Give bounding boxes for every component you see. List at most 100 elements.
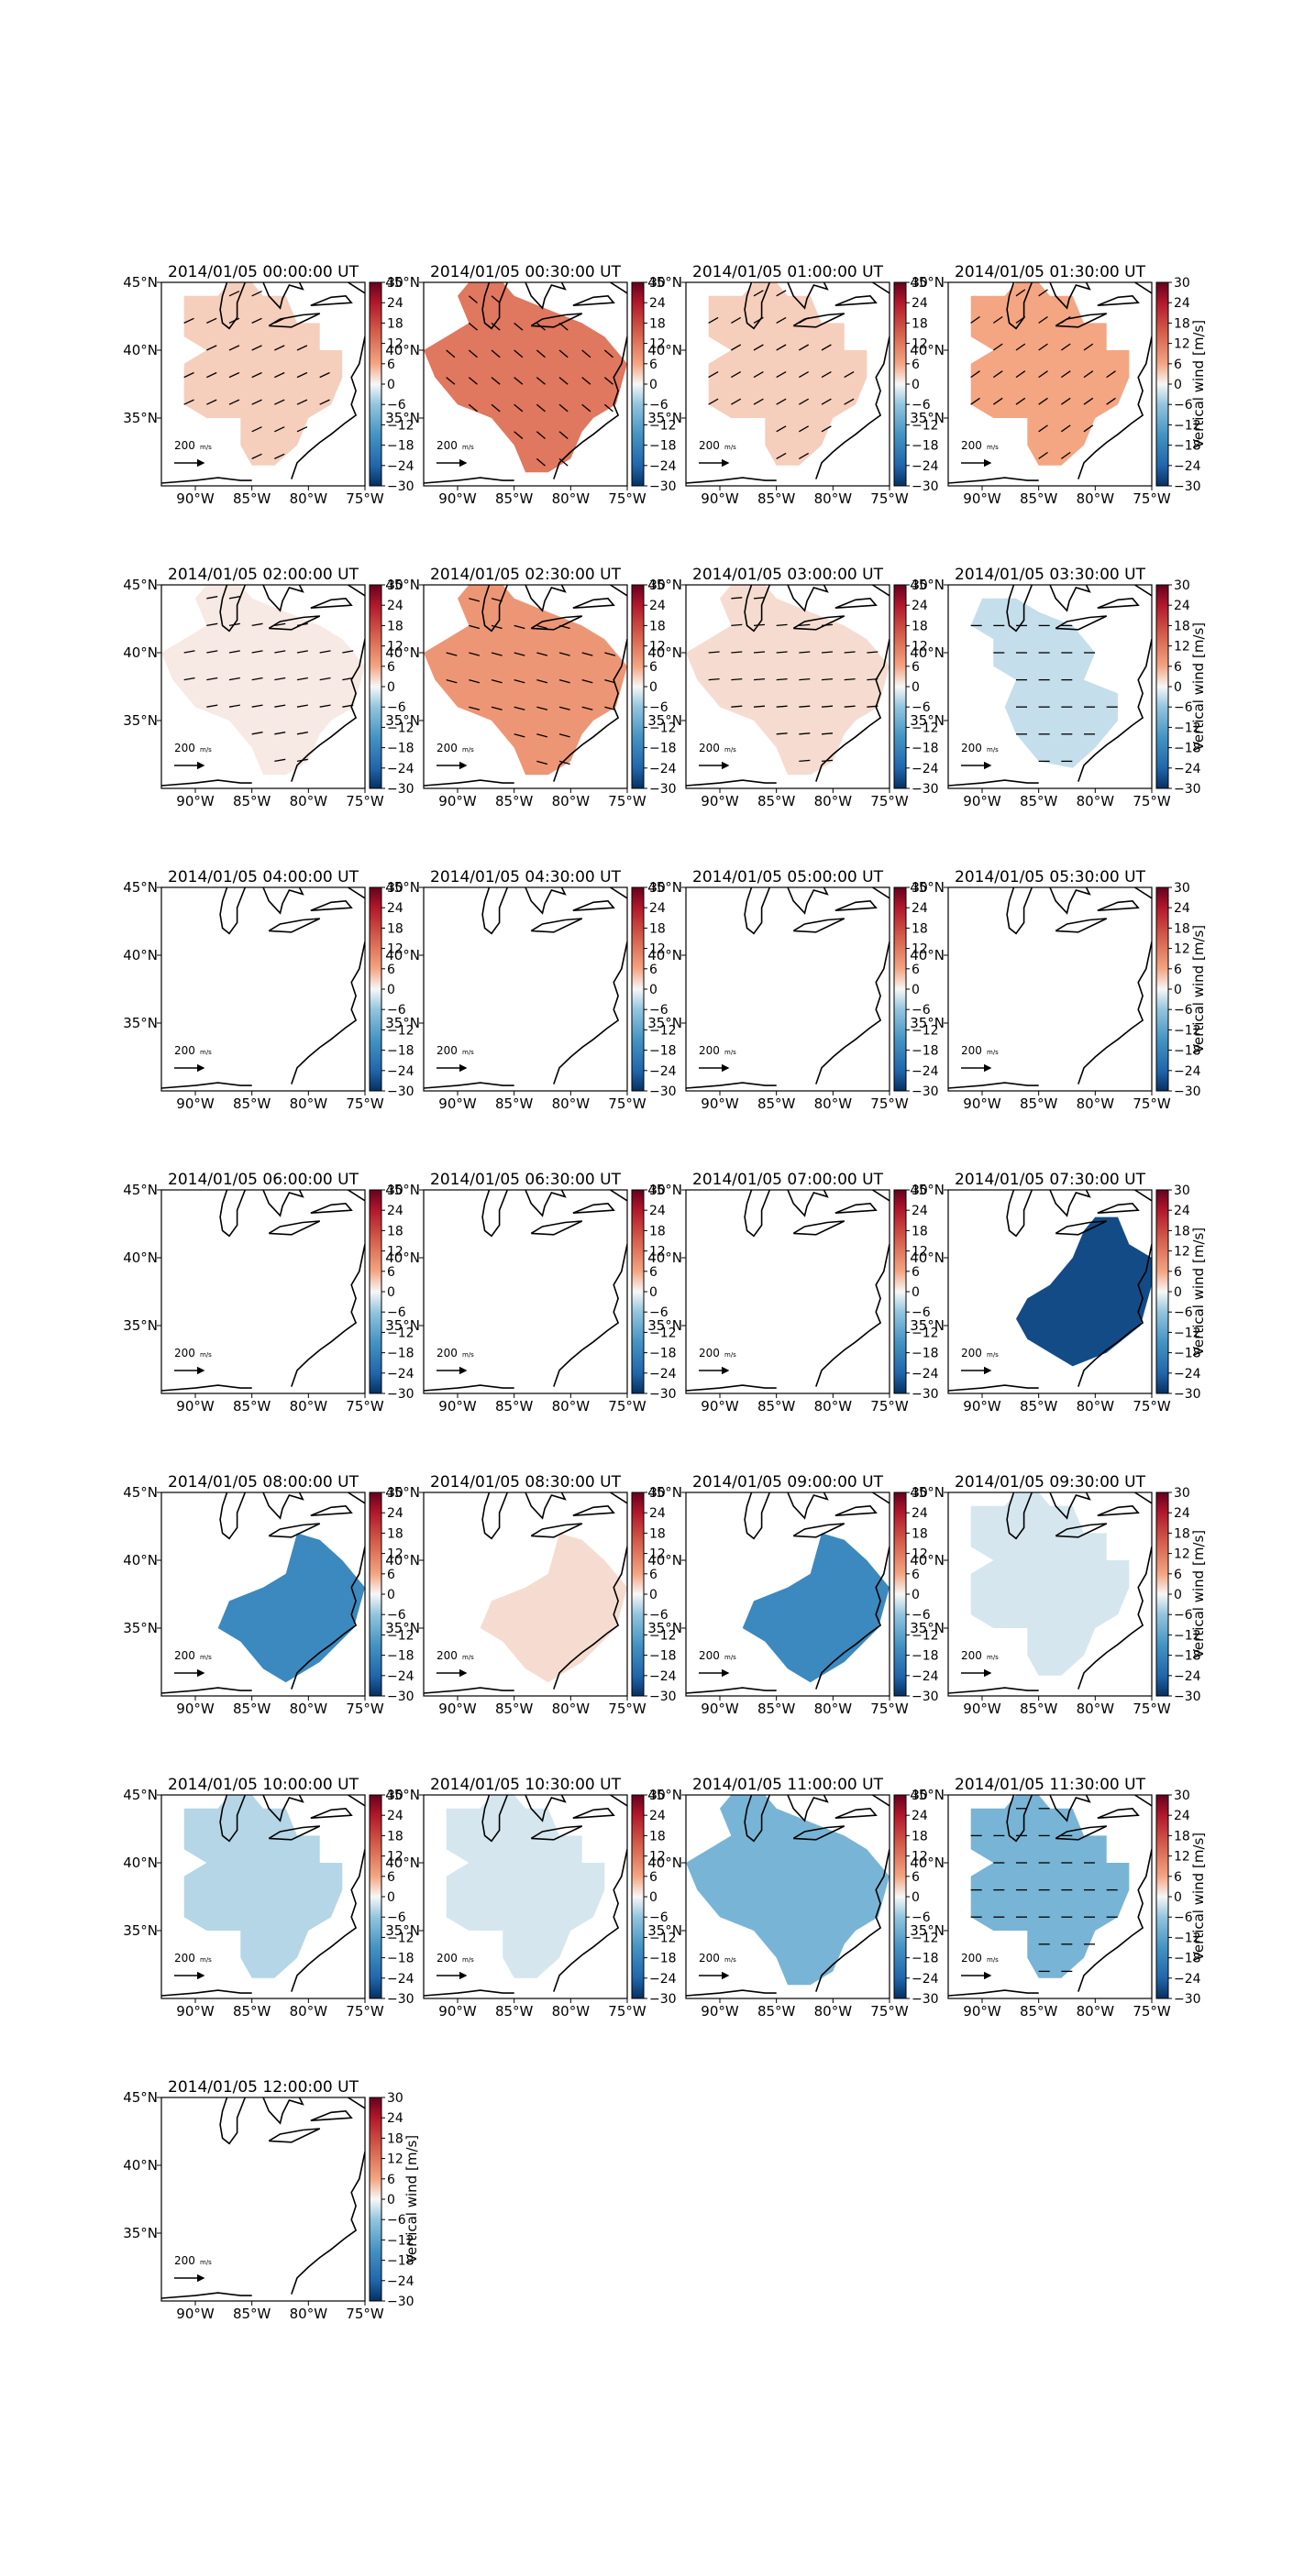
colorbar-tick-label: 0 [387, 1890, 395, 1905]
wind-vector [731, 677, 743, 681]
colorbar-label: Vertical wind [m/s] [1190, 320, 1207, 448]
reference-vector: 200 m/s [961, 742, 999, 770]
y-tick-label: 40°N [123, 947, 158, 963]
panel-title: 2014/01/05 12:00:00 UT [168, 2078, 359, 2097]
colorbar-label: Vertical wind [m/s] [1190, 925, 1207, 1053]
wind-field [446, 1795, 605, 1978]
colorbar-tick-label: −6 [387, 1910, 406, 1925]
coastline [310, 1807, 353, 1819]
wind-vector [342, 677, 354, 681]
colorbar-tick-label: 12 [387, 1547, 403, 1562]
reference-vector-unit: m/s [200, 2259, 212, 2266]
wind-vector [296, 371, 308, 379]
wind-vector [296, 732, 308, 735]
colorbar-tick-label: −12 [912, 1326, 939, 1340]
coastline [348, 585, 365, 597]
colorbar-tick-label: −24 [912, 1972, 939, 1987]
coastline [1049, 887, 1091, 915]
reference-vector-label: 200 [437, 1347, 458, 1360]
wind-vector [708, 677, 720, 681]
colorbar: 30 24 18 12 6 0 −6 −12 −18 −24 −30 [369, 578, 414, 797]
y-tick-label: 35°N [385, 1317, 420, 1334]
colorbar-tick-label: 30 [912, 1789, 928, 1803]
wind-vector [514, 377, 524, 385]
coastline [572, 1504, 615, 1516]
reference-vector-unit: m/s [200, 746, 212, 754]
wind-vector [1015, 289, 1026, 297]
colorbar-tick-label: −12 [912, 1628, 939, 1643]
coastline [744, 282, 771, 330]
colorbar-tick-label: −24 [387, 1064, 414, 1079]
wind-vector [296, 622, 308, 627]
y-tick-label: 40°N [647, 1249, 682, 1266]
axes-frame [160, 1794, 366, 1999]
x-tick-label: 80°W [290, 490, 328, 507]
map-panel: 2014/01/05 04:00:00 UT 200 m/s 90°W 85°W 80°W… [123, 868, 414, 1112]
coastline [161, 477, 252, 484]
wind-vector [1015, 343, 1026, 351]
axes-frame [947, 886, 1153, 1092]
wind-vector [319, 677, 331, 681]
coastline [572, 1807, 615, 1819]
y-tick-label: 35°N [910, 1922, 945, 1939]
colorbar-tick-label: −24 [649, 459, 677, 474]
coastline [1006, 585, 1033, 633]
coastline [744, 1492, 771, 1540]
colorbar-tick-label: 24 [649, 1204, 666, 1218]
wind-vector [753, 705, 766, 708]
wind-vector [799, 677, 811, 681]
colorbar-tick-label: 18 [912, 1224, 928, 1238]
wind-vector [491, 652, 503, 656]
wind-vector [821, 732, 834, 735]
wind-vector [992, 370, 1003, 379]
coastline [610, 1190, 627, 1202]
coastline [219, 1795, 247, 1843]
x-tick-label: 85°W [757, 1095, 796, 1112]
coastline [1078, 639, 1152, 782]
reference-vector-unit: m/s [200, 444, 212, 451]
coastline [219, 1492, 247, 1540]
coastline [348, 282, 365, 294]
wind-vector [1038, 370, 1048, 379]
coastline [310, 1504, 353, 1516]
colorbar-tick-label: −6 [912, 1910, 931, 1925]
reference-vector: 200 m/s [437, 742, 474, 770]
wind-vector [776, 651, 788, 654]
colorbar: 30 24 18 12 6 0 −6 −12 −18 −24 −30 [893, 1183, 939, 1402]
x-tick-label: 75°W [1133, 1095, 1171, 1112]
coastline [525, 887, 567, 915]
x-tick-label: 80°W [290, 793, 328, 809]
colorbar: 30 24 18 12 6 0 −6 −12 −18 −24 −30 Vertical wind [m… [1155, 881, 1207, 1099]
y-tick-label: 35°N [123, 1922, 158, 1939]
colorbar-tick-label: 24 [387, 1506, 403, 1521]
wind-vector [776, 290, 787, 297]
colorbar-tick-label: 6 [649, 660, 658, 675]
x-tick-label: 85°W [495, 793, 534, 809]
x-tick-label: 80°W [290, 1095, 328, 1112]
colorbar-tick-label: −30 [649, 479, 677, 494]
colorbar-tick-label: −18 [649, 1347, 677, 1361]
colorbar-tick-label: 6 [912, 1265, 920, 1280]
colorbar-tick-label: −18 [1174, 439, 1201, 454]
colorbar-tick-label: 24 [912, 296, 928, 311]
wind-vector [844, 651, 856, 654]
colorbar-tick-label: 30 [912, 578, 928, 593]
colorbar-tick-label: 6 [387, 1870, 395, 1885]
coastline [787, 1492, 829, 1520]
wind-vector [469, 624, 481, 630]
wind-vector [536, 652, 548, 656]
y-tick-label: 35°N [910, 410, 945, 426]
wind-vector [274, 732, 286, 735]
colorbar-tick-label: −18 [387, 1649, 414, 1664]
wind-field [424, 585, 627, 776]
wind-vector [708, 316, 719, 324]
reference-vector-label: 200 [437, 439, 458, 452]
colorbar-tick-label: 24 [912, 901, 928, 916]
wind-vector [581, 706, 593, 710]
wind-vector [558, 403, 569, 413]
wind-vector [228, 650, 240, 654]
colorbar-tick-label: 12 [1174, 1547, 1190, 1562]
wind-vector [1015, 370, 1026, 379]
reference-vector-label: 200 [699, 1044, 720, 1057]
wind-vector [1060, 451, 1071, 459]
